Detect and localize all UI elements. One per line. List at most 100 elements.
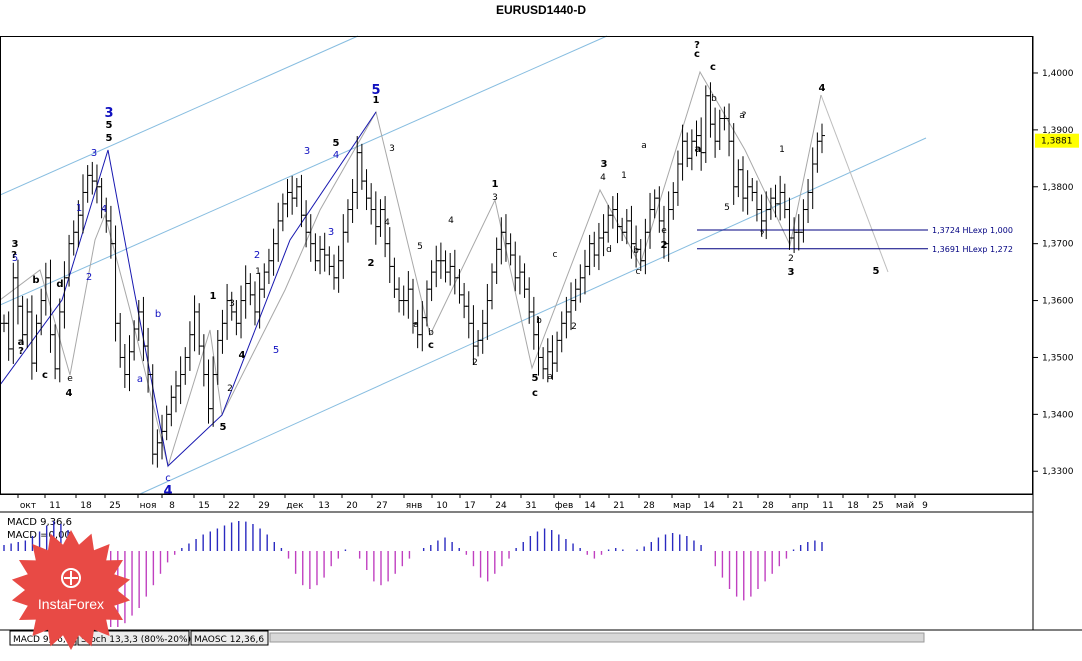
wave-label: a xyxy=(413,320,419,330)
wave-label: 4 xyxy=(101,204,107,215)
x-tick-label: 24 xyxy=(495,501,507,511)
indicator-tab-label: MAOSC 12,36,6 xyxy=(194,635,264,645)
wave-label: a xyxy=(18,337,25,348)
wave-label: 2 xyxy=(571,322,577,332)
wave-label: 5 xyxy=(106,133,113,144)
x-tick-label: 22 xyxy=(228,501,239,511)
wave-label: c xyxy=(694,49,700,60)
wave-label: 3 xyxy=(12,239,19,250)
x-tick-label: 11 xyxy=(822,501,833,511)
wave-label: 3 xyxy=(601,159,608,170)
wave-label: 2 xyxy=(788,254,794,264)
channel-upper-line xyxy=(0,35,359,196)
indicator-tab-box[interactable] xyxy=(77,630,190,646)
wave-label-major: 3 xyxy=(104,106,113,121)
logo-emblem-icon xyxy=(61,568,81,588)
x-tick-label: мар xyxy=(673,501,691,511)
wave-label: 2 xyxy=(86,272,92,283)
wave-label: 4 xyxy=(239,350,246,361)
wave-label: 1 xyxy=(492,179,499,190)
wave-label: b xyxy=(536,316,542,326)
y-tick-label: 1,3400 xyxy=(1042,410,1074,420)
logo-text: InstaForex xyxy=(38,596,104,612)
wave-label: 1 xyxy=(779,145,785,155)
x-tick-label: 28 xyxy=(643,501,655,511)
x-tick-label: 21 xyxy=(732,501,743,511)
instaforex-logo: InstaForex xyxy=(11,530,131,650)
y-tick-label: 1,3800 xyxy=(1042,183,1074,193)
x-tick-label: 17 xyxy=(464,501,475,511)
wave-label: 1 xyxy=(373,95,380,106)
chart-title: EURUSD1440-D xyxy=(496,3,586,17)
logo-burst xyxy=(11,530,131,650)
wave-label: 3 xyxy=(492,193,498,203)
wave-label: 2 xyxy=(472,358,478,368)
ohlc-bar xyxy=(819,123,825,154)
channel-middle-line xyxy=(0,35,608,306)
wave-label: 4 xyxy=(384,218,390,228)
wave-label: 4 xyxy=(448,216,454,226)
x-tick-label: 18 xyxy=(80,501,92,511)
wave-label: 1 xyxy=(210,291,217,302)
wave-label: b xyxy=(155,309,161,320)
wave-label: 5 xyxy=(873,266,880,277)
wave-label: ? xyxy=(18,346,24,357)
x-tick-label: 29 xyxy=(258,501,270,511)
forecast-line xyxy=(820,94,889,273)
wave-label: c xyxy=(428,340,434,351)
wave-label: a xyxy=(641,141,647,151)
x-tick-label: 14 xyxy=(584,501,596,511)
wave-label: b xyxy=(428,328,434,338)
wave-label: b xyxy=(711,94,717,104)
x-tick-label: окт xyxy=(20,501,36,511)
x-tick-label: апр xyxy=(791,501,808,511)
level-label: 1,3724 HLexp 1,000 xyxy=(932,226,1013,235)
wave-label: a xyxy=(137,374,143,385)
channel-lower-line xyxy=(139,137,927,495)
wave-label: 3 xyxy=(229,299,235,309)
wave-label: 5 xyxy=(333,138,340,149)
wave-label: 3 xyxy=(389,144,395,154)
x-tick-label: ноя xyxy=(140,501,157,511)
wave-path-minor xyxy=(0,70,822,468)
current-price-badge xyxy=(1035,133,1079,148)
wave-label: 2 xyxy=(661,240,668,251)
x-tick-label: фев xyxy=(555,501,574,511)
x-tick-label: 31 xyxy=(525,501,536,511)
y-tick-label: 1,3300 xyxy=(1042,467,1074,477)
x-tick-label: 13 xyxy=(318,501,329,511)
x-tick-label: 28 xyxy=(762,501,774,511)
wave-label-major: 5 xyxy=(371,83,380,98)
wave-label: 2 xyxy=(227,384,233,394)
indicator-tab-2[interactable]: MAOSC 12,36,6 xyxy=(190,630,269,646)
wave-label: c xyxy=(532,388,538,399)
indicator-tab-label: MACD 9,36,6 xyxy=(13,635,72,645)
wave-label: ? xyxy=(760,230,765,240)
x-tick-label: 8 xyxy=(169,501,175,511)
wave-label: c xyxy=(636,267,641,277)
x-tick-label: 14 xyxy=(703,501,715,511)
x-tick-label: янв xyxy=(406,501,423,511)
wave-label: e xyxy=(67,374,73,384)
indicator-tab-label: Stoch 13,3,3 (80%-20%) xyxy=(81,635,191,645)
horizontal-scrollbar[interactable] xyxy=(269,632,925,643)
wave-label: 5 xyxy=(220,422,227,433)
indicator-tab-1[interactable]: Stoch 13,3,3 (80%-20%) xyxy=(77,630,191,646)
wave-label: 1 xyxy=(255,267,261,277)
x-tick-label: дек xyxy=(286,501,304,511)
y-tick-label: 1,3600 xyxy=(1042,297,1074,307)
wave-label: 5 xyxy=(12,253,18,264)
wave-label: 1 xyxy=(621,171,627,181)
wave-label: 3 xyxy=(91,148,97,159)
indicator-tab-box[interactable] xyxy=(190,630,269,646)
wave-label: 2 xyxy=(254,250,260,261)
x-tick-label: 10 xyxy=(436,501,448,511)
wave-label: b xyxy=(32,275,39,286)
wave-label: c xyxy=(165,473,171,484)
wave-label: ? xyxy=(742,111,747,121)
wave-label: 4 xyxy=(333,150,339,161)
wave-label: 3 xyxy=(788,267,795,278)
x-tick-label: 15 xyxy=(198,501,209,511)
wave-label: 5 xyxy=(417,242,423,252)
